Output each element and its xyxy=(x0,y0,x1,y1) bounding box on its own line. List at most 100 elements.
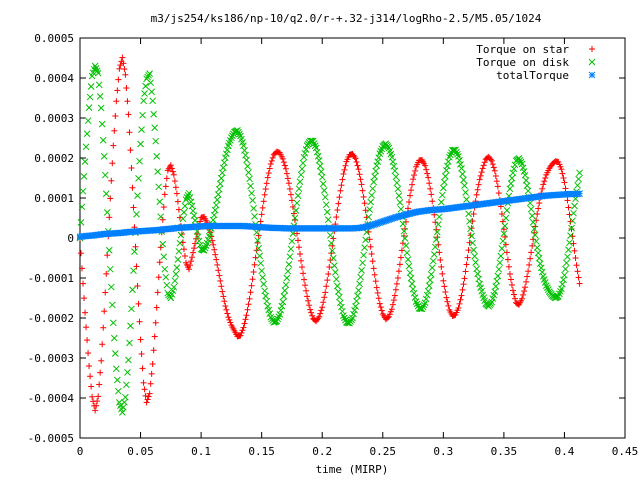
data-point xyxy=(105,246,113,254)
data-point xyxy=(148,88,156,96)
data-point xyxy=(214,191,222,198)
data-point xyxy=(456,300,463,307)
data-point xyxy=(353,297,360,305)
data-point xyxy=(222,150,230,158)
data-point xyxy=(109,319,117,327)
data-point xyxy=(287,245,295,253)
data-point xyxy=(465,247,472,254)
data-point xyxy=(102,289,109,296)
data-point xyxy=(367,198,375,206)
data-point xyxy=(323,208,331,216)
data-point xyxy=(142,82,149,90)
data-point xyxy=(473,265,480,273)
data-point xyxy=(152,319,159,326)
y-tick-label: -0.0002 xyxy=(28,312,74,325)
data-point xyxy=(458,292,465,299)
data-point xyxy=(422,295,430,303)
data-point xyxy=(268,157,275,164)
data-point xyxy=(212,251,219,258)
data-point xyxy=(351,153,358,160)
data-point xyxy=(250,269,257,275)
data-point xyxy=(278,302,286,310)
data-point xyxy=(288,237,296,245)
data-point xyxy=(340,312,347,319)
data-point xyxy=(570,240,577,247)
data-point xyxy=(321,193,329,201)
data-point xyxy=(308,309,315,316)
data-point xyxy=(244,306,251,313)
data-point xyxy=(97,104,105,112)
data-point xyxy=(519,295,526,302)
data-point xyxy=(264,174,271,181)
data-point xyxy=(373,284,380,291)
data-point xyxy=(177,231,185,239)
data-point xyxy=(159,216,166,223)
data-point xyxy=(524,187,532,195)
data-point xyxy=(392,173,400,181)
data-point xyxy=(302,146,310,153)
data-point xyxy=(162,183,169,190)
data-point xyxy=(153,153,161,160)
data-point xyxy=(315,315,322,322)
data-point xyxy=(328,247,336,255)
data-point xyxy=(455,305,462,311)
data-point xyxy=(189,254,196,261)
data-point xyxy=(156,259,163,266)
data-point xyxy=(103,209,111,216)
data-point xyxy=(457,161,464,168)
data-point xyxy=(411,172,418,179)
data-point xyxy=(290,210,297,217)
data-point xyxy=(304,293,311,300)
data-point xyxy=(299,159,307,167)
data-point xyxy=(215,185,223,193)
y-tick-label: -0.0005 xyxy=(28,432,74,445)
data-point xyxy=(322,201,330,209)
data-point xyxy=(258,211,265,218)
data-point xyxy=(487,156,494,163)
data-point xyxy=(317,310,324,317)
data-point xyxy=(465,210,472,218)
data-point xyxy=(460,281,467,288)
data-point xyxy=(438,263,445,270)
data-point xyxy=(472,259,479,266)
data-point xyxy=(217,174,225,182)
data-point xyxy=(89,393,96,400)
data-point xyxy=(81,158,89,165)
data-point xyxy=(318,173,326,181)
data-point xyxy=(435,241,442,248)
data-point xyxy=(473,191,480,198)
data-point xyxy=(173,264,181,271)
data-point xyxy=(133,210,140,218)
data-point xyxy=(499,237,507,245)
y-tick-label: 0 xyxy=(67,232,74,245)
data-point xyxy=(168,165,175,172)
data-point xyxy=(85,350,92,357)
data-point xyxy=(561,179,568,186)
data-point xyxy=(103,270,110,277)
data-point xyxy=(510,291,517,298)
data-point xyxy=(354,162,361,169)
data-point xyxy=(533,217,540,224)
data-point xyxy=(435,213,443,221)
data-point xyxy=(370,178,378,186)
data-point xyxy=(563,259,570,267)
data-point xyxy=(117,62,124,69)
data-point xyxy=(84,337,91,344)
data-point xyxy=(338,182,345,189)
data-point xyxy=(250,205,257,212)
data-point xyxy=(134,192,141,199)
data-point xyxy=(128,165,135,171)
chart-title: m3/js254/ks186/np-10/q2.0/r-+.32-j314/lo… xyxy=(151,12,542,25)
data-point xyxy=(394,275,401,281)
data-point xyxy=(226,316,233,323)
data-point xyxy=(254,237,261,244)
data-point xyxy=(223,306,230,313)
data-point xyxy=(500,230,508,237)
data-point xyxy=(135,300,142,307)
data-point xyxy=(86,363,93,369)
x-tick-label: 0.05 xyxy=(127,445,154,458)
data-point xyxy=(495,265,503,273)
data-point xyxy=(399,220,407,228)
legend-marker xyxy=(588,71,596,79)
